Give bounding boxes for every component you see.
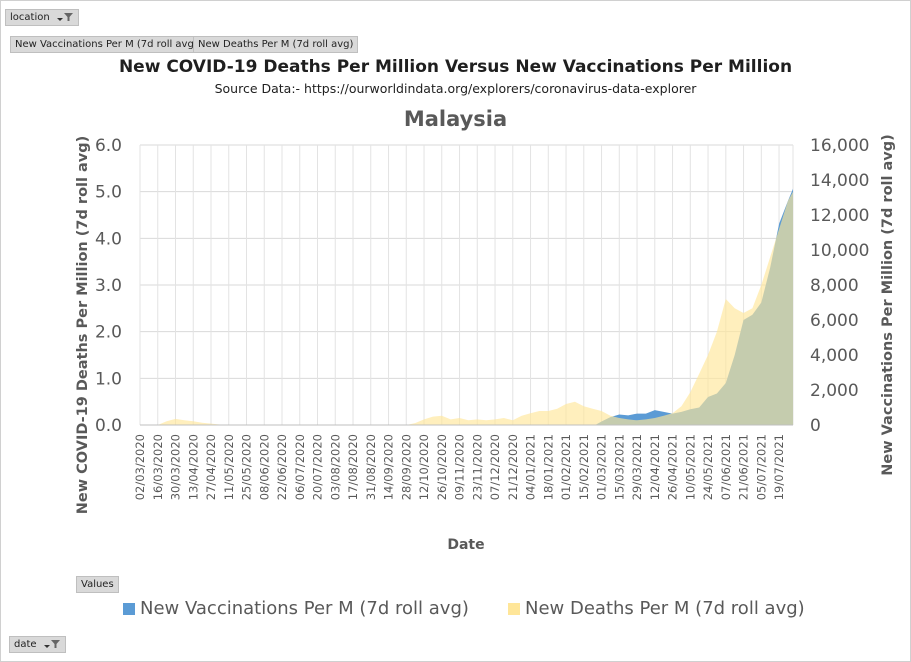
x-tick-label: 26/04/2021: [666, 434, 680, 500]
x-tick-label: 01/03/2021: [595, 434, 609, 500]
x-tick-label: 26/10/2020: [435, 434, 449, 500]
filter-dropdown-icon: [56, 13, 73, 21]
x-tick-label: 03/08/2020: [328, 434, 342, 500]
x-tick-label: 22/06/2020: [275, 434, 289, 500]
chart-title: Malaysia: [403, 107, 508, 131]
x-tick-label: 01/02/2021: [559, 434, 573, 500]
left-y-tick-label: 5.0: [95, 183, 122, 203]
right-y-tick-label: 10,000: [810, 241, 869, 261]
right-y-tick-label: 16,000: [810, 136, 869, 156]
x-tick-label: 09/11/2020: [453, 434, 467, 500]
right-axis-ticks: 0 2,000 4,000 6,000 8,000 10,000 12,000 14,000 1…: [810, 136, 869, 436]
location-filter-label: location: [10, 12, 50, 23]
x-tick-label: 05/07/2021: [754, 434, 768, 500]
right-y-tick-label: 0: [810, 416, 821, 436]
x-tick-label: 02/03/2020: [133, 434, 147, 500]
x-tick-label: 10/05/2021: [683, 434, 697, 500]
deaths-field-button[interactable]: New Deaths Per M (7d roll avg): [193, 36, 359, 53]
x-tick-label: 13/04/2020: [186, 434, 200, 500]
legend-swatch-vaccinations: [123, 603, 135, 615]
right-y-tick-label: 2,000: [810, 381, 859, 401]
right-y-axis-label: New Vaccinations Per Million (7d roll av…: [880, 134, 896, 476]
x-tick-label: 08/06/2020: [257, 434, 271, 500]
x-tick-label: 19/07/2021: [772, 434, 786, 500]
x-tick-label: 31/08/2020: [364, 434, 378, 500]
x-tick-label: 18/01/2021: [541, 434, 555, 500]
x-tick-label: 04/01/2021: [524, 434, 538, 500]
x-tick-label: 15/02/2021: [577, 434, 591, 500]
left-axis-ticks: 0.0 1.0 2.0 3.0 4.0 5.0 6.0: [95, 136, 122, 436]
x-axis-ticks: 02/03/2020 16/03/2020 30/03/2020 13/04/2020…: [133, 434, 786, 500]
x-tick-label: 30/03/2020: [169, 434, 183, 500]
left-y-tick-label: 3.0: [95, 276, 122, 296]
values-field-button[interactable]: Values: [76, 576, 119, 593]
x-tick-label: 21/12/2020: [506, 434, 520, 500]
x-tick-label: 12/10/2020: [417, 434, 431, 500]
series-areas: [140, 188, 793, 426]
legend-swatch-deaths: [508, 603, 520, 615]
x-tick-label: 11/05/2020: [222, 434, 236, 500]
left-y-tick-label: 0.0: [95, 416, 122, 436]
x-tick-label: 14/09/2020: [382, 434, 396, 500]
chart-main-title: New COVID-19 Deaths Per Million Versus N…: [118, 57, 793, 77]
x-tick-label: 29/03/2021: [630, 434, 644, 500]
x-tick-label: 20/07/2020: [311, 434, 325, 500]
date-filter-label: date: [14, 639, 37, 650]
x-tick-label: 24/05/2021: [701, 434, 715, 500]
x-tick-label: 07/06/2021: [719, 434, 733, 500]
x-tick-label: 21/06/2021: [737, 434, 751, 500]
x-tick-label: 12/04/2021: [648, 434, 662, 500]
x-tick-label: 23/11/2020: [470, 434, 484, 500]
date-filter-button[interactable]: date: [9, 636, 66, 653]
gridlines: [139, 144, 794, 426]
x-tick-label: 06/07/2020: [293, 434, 307, 500]
x-tick-label: 27/04/2020: [204, 434, 218, 500]
legend-label-deaths: New Deaths Per M (7d roll avg): [525, 598, 805, 619]
left-y-tick-label: 2.0: [95, 323, 122, 343]
right-y-tick-label: 12,000: [810, 206, 869, 226]
deaths-area: [140, 191, 793, 425]
filter-dropdown-icon: [43, 640, 60, 648]
right-y-tick-label: 14,000: [810, 171, 869, 191]
right-y-tick-label: 8,000: [810, 276, 859, 296]
legend-label-vaccinations: New Vaccinations Per M (7d roll avg): [140, 598, 469, 619]
x-tick-label: 15/03/2021: [612, 434, 626, 500]
chart-subtitle: Source Data:- https://ourworldindata.org…: [214, 81, 697, 96]
left-y-tick-label: 4.0: [95, 229, 122, 249]
x-tick-label: 25/05/2020: [240, 434, 254, 500]
left-y-tick-label: 1.0: [95, 369, 122, 389]
left-y-axis-label: New COVID-19 Deaths Per Million (7d roll…: [75, 136, 91, 515]
x-tick-label: 16/03/2020: [151, 434, 165, 500]
left-y-tick-label: 6.0: [95, 136, 122, 156]
x-tick-label: 07/12/2020: [488, 434, 502, 500]
right-y-tick-label: 6,000: [810, 311, 859, 331]
right-y-tick-label: 4,000: [810, 346, 859, 366]
x-axis-label: Date: [447, 537, 484, 553]
x-tick-label: 17/08/2020: [346, 434, 360, 500]
location-filter-button[interactable]: location: [5, 9, 79, 26]
x-tick-label: 28/09/2020: [399, 434, 413, 500]
